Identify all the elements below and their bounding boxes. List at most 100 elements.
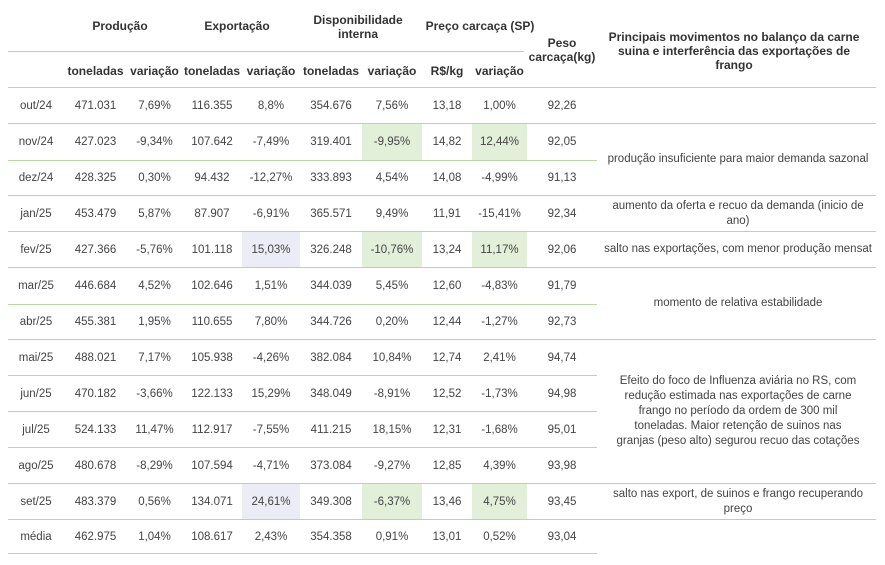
cell-preco-rskg: 13,24 xyxy=(432,243,462,256)
cell-exportacao-toneladas: 122.133 xyxy=(191,387,233,400)
header-disponibilidade: Disponibilidade interna xyxy=(313,13,403,41)
cell-preco-rskg: 12,44 xyxy=(432,316,462,328)
cell-producao-variacao: 7,69% xyxy=(138,99,171,112)
cell-exportacao-variacao: 8,8% xyxy=(257,99,285,112)
cell-preco-variacao: 0,52% xyxy=(483,530,516,543)
cell-peso-carcaca: 92,05 xyxy=(547,136,577,148)
cell-disponibilidade-toneladas: 373.084 xyxy=(310,459,352,472)
month-label: abr/25 xyxy=(19,316,53,328)
cell-preco-variacao: 4,75% xyxy=(472,484,527,519)
sub-exportacao-toneladas: toneladas xyxy=(183,64,240,78)
cell-producao-variacao: 4,52% xyxy=(138,280,171,292)
sub-producao-toneladas: toneladas xyxy=(67,64,124,78)
cell-exportacao-toneladas: 116.355 xyxy=(191,99,233,112)
cell-preco-variacao: -1,68% xyxy=(481,423,518,436)
header-movimentos: Principais movimentos no balanço da carn… xyxy=(608,30,860,72)
movement-note: momento de relativa estabilidade xyxy=(653,297,823,309)
cell-preco-rskg: 11,91 xyxy=(433,207,461,220)
cell-preco-rskg: 13,01 xyxy=(432,530,462,543)
header-preco: Preço carcaça (SP) xyxy=(425,19,535,33)
cell-disponibilidade-variacao: -9,95% xyxy=(362,124,422,160)
row-divider-bottom xyxy=(8,553,597,554)
cell-producao-toneladas: 480.678 xyxy=(74,459,117,472)
month-label: média xyxy=(20,530,52,543)
row-divider xyxy=(8,375,597,376)
cell-exportacao-toneladas: 108.617 xyxy=(191,530,233,543)
cell-preco-rskg: 13,46 xyxy=(432,495,462,508)
cell-disponibilidade-variacao: 7,56% xyxy=(375,99,409,112)
cell-producao-variacao: -5,76% xyxy=(136,243,173,256)
cell-disponibilidade-toneladas: 344.726 xyxy=(310,316,352,328)
cell-producao-variacao: 1,04% xyxy=(138,530,171,543)
cell-exportacao-variacao: 2,43% xyxy=(254,530,288,543)
cell-producao-toneladas: 471.031 xyxy=(74,99,117,112)
cell-exportacao-toneladas: 134.071 xyxy=(191,495,233,508)
cell-exportacao-toneladas: 107.594 xyxy=(191,459,233,472)
cell-disponibilidade-variacao: -10,76% xyxy=(362,232,422,267)
cell-producao-variacao: 1,95% xyxy=(138,316,171,328)
row-divider xyxy=(8,160,597,161)
month-label: ago/25 xyxy=(18,459,54,472)
cell-disponibilidade-toneladas: 344.039 xyxy=(310,280,352,292)
cell-preco-variacao: -4,83% xyxy=(481,280,518,292)
cell-disponibilidade-toneladas: 354.676 xyxy=(310,99,352,112)
cell-producao-variacao: 5,87% xyxy=(138,207,171,220)
cell-exportacao-toneladas: 101.118 xyxy=(191,243,233,256)
month-label: mar/25 xyxy=(18,280,54,292)
cell-preco-variacao: -15,41% xyxy=(478,207,521,220)
cell-preco-rskg: 12,60 xyxy=(432,280,462,292)
cell-peso-carcaca: 94,98 xyxy=(547,387,577,400)
month-label: dez/24 xyxy=(18,172,54,184)
cell-peso-carcaca: 92,73 xyxy=(547,316,577,328)
sub-preco-variacao: variação xyxy=(475,64,524,78)
row-divider xyxy=(8,339,876,340)
cell-exportacao-variacao: 7,80% xyxy=(254,316,288,328)
row-divider xyxy=(8,483,876,484)
cell-exportacao-variacao: -7,49% xyxy=(252,136,290,148)
month-label: set/25 xyxy=(20,495,52,508)
cell-disponibilidade-toneladas: 319.401 xyxy=(310,136,352,148)
cell-preco-variacao: -1,73% xyxy=(481,387,518,400)
cell-disponibilidade-variacao: 5,45% xyxy=(375,280,409,292)
cell-disponibilidade-toneladas: 365.571 xyxy=(310,207,352,220)
cell-producao-toneladas: 470.182 xyxy=(74,387,117,400)
cell-producao-toneladas: 427.366 xyxy=(74,243,117,256)
cell-peso-carcaca: 91,13 xyxy=(547,172,577,184)
cell-disponibilidade-variacao: 0,20% xyxy=(375,316,409,328)
cell-disponibilidade-toneladas: 411.215 xyxy=(310,423,352,436)
cell-producao-toneladas: 446.684 xyxy=(74,280,117,292)
cell-producao-variacao: 11,47% xyxy=(135,423,174,436)
header-producao: Produção xyxy=(92,19,148,33)
cell-disponibilidade-toneladas: 354.358 xyxy=(310,530,352,543)
movement-note: Efeito do foco de Influenza aviária no R… xyxy=(616,375,860,447)
cell-preco-rskg: 13,18 xyxy=(432,99,462,112)
row-divider xyxy=(8,195,876,196)
cell-disponibilidade-toneladas: 349.308 xyxy=(310,495,352,508)
header-peso: Peso carcaça(kg) xyxy=(528,36,596,64)
header-exportacao: Exportação xyxy=(204,19,270,33)
row-divider xyxy=(8,231,876,232)
cell-peso-carcaca: 92,26 xyxy=(547,99,577,112)
cell-peso-carcaca: 93,98 xyxy=(547,459,577,472)
cell-preco-variacao: 1,00% xyxy=(483,99,516,112)
month-label: mai/25 xyxy=(18,351,54,364)
cell-exportacao-variacao: 15,03% xyxy=(242,232,300,267)
cell-preco-variacao: -1,27% xyxy=(481,316,518,328)
cell-disponibilidade-toneladas: 382.084 xyxy=(310,351,352,364)
movement-note: salto nas exportações, com menor produçã… xyxy=(604,243,872,255)
sub-preco-rskg: R$/kg xyxy=(430,64,464,78)
cell-preco-variacao: 12,44% xyxy=(472,124,527,160)
cell-producao-toneladas: 428.325 xyxy=(74,172,117,184)
cell-disponibilidade-variacao: 0,91% xyxy=(375,530,409,543)
cell-disponibilidade-toneladas: 326.248 xyxy=(310,243,352,256)
movement-note: aumento da oferta e recuo da demanda (in… xyxy=(612,199,864,227)
cell-preco-variacao: 4,39% xyxy=(483,459,516,472)
cell-preco-rskg: 14,08 xyxy=(432,172,462,184)
cell-producao-variacao: -9,34% xyxy=(136,136,173,148)
cell-producao-toneladas: 524.133 xyxy=(74,423,117,436)
cell-exportacao-toneladas: 105.938 xyxy=(191,351,233,364)
cell-exportacao-toneladas: 110.655 xyxy=(191,316,233,328)
cell-producao-toneladas: 483.379 xyxy=(74,495,117,508)
cell-preco-variacao: -4,99% xyxy=(481,172,518,184)
cell-producao-variacao: 0,56% xyxy=(138,495,171,508)
